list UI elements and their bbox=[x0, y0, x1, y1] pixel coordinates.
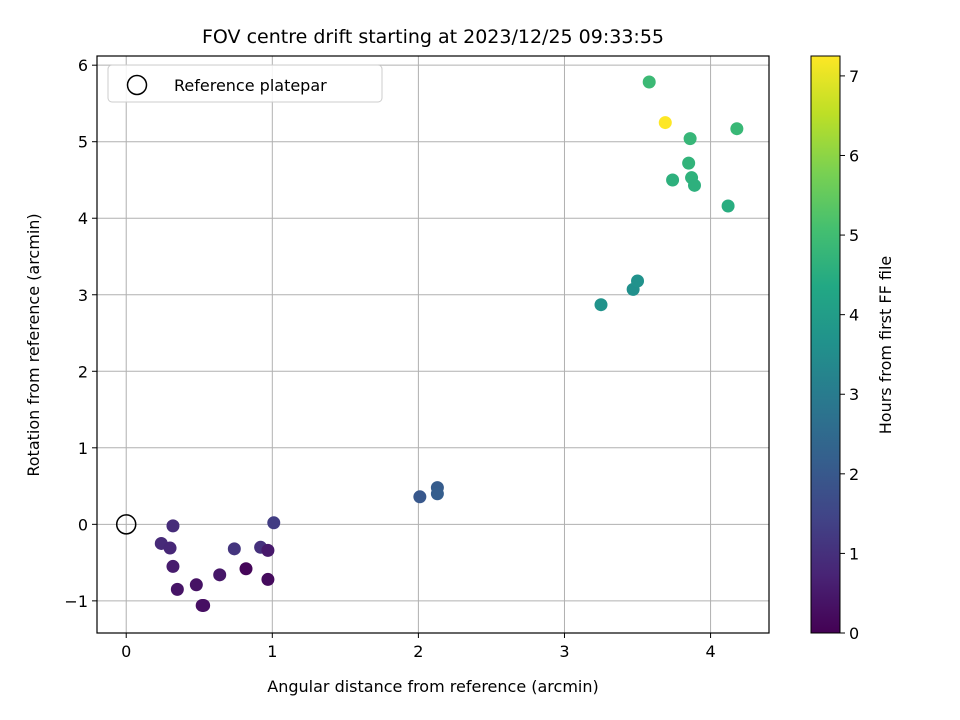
plot-area bbox=[96, 55, 770, 634]
x-tick-label: 1 bbox=[267, 642, 277, 661]
grid-lines bbox=[97, 56, 769, 633]
colorbar-label: Hours from first FF file bbox=[876, 256, 895, 435]
chart-title: FOV centre drift starting at 2023/12/25 … bbox=[202, 26, 664, 48]
y-tick-label: 3 bbox=[78, 286, 88, 305]
data-point bbox=[213, 568, 227, 582]
data-point bbox=[682, 156, 696, 170]
data-point bbox=[642, 75, 656, 89]
data-point bbox=[261, 543, 275, 557]
colorbar-tick-label: 7 bbox=[849, 67, 859, 86]
x-tick-label: 3 bbox=[559, 642, 569, 661]
legend: Reference platepar bbox=[107, 64, 383, 103]
data-point bbox=[197, 598, 211, 612]
data-point bbox=[658, 116, 672, 130]
reference-marker-group bbox=[115, 514, 137, 535]
colorbar-tick-label: 6 bbox=[849, 146, 859, 165]
data-point bbox=[666, 173, 680, 187]
data-point bbox=[166, 519, 180, 533]
y-tick-label: 0 bbox=[78, 515, 88, 534]
legend-reference-marker bbox=[126, 74, 148, 96]
plot-frame bbox=[96, 55, 770, 634]
legend-label-reference-platepar: Reference platepar bbox=[174, 76, 327, 95]
y-tick-label: 2 bbox=[78, 362, 88, 381]
scatter-points bbox=[154, 75, 744, 612]
x-tick-label: 4 bbox=[705, 642, 715, 661]
data-point bbox=[189, 578, 203, 592]
data-point bbox=[594, 298, 608, 312]
x-axis-label: Angular distance from reference (arcmin) bbox=[267, 677, 598, 696]
data-point bbox=[166, 559, 180, 573]
colorbar-tick-label: 0 bbox=[849, 624, 859, 643]
data-point bbox=[163, 541, 177, 555]
legend-box bbox=[107, 64, 383, 103]
data-point bbox=[683, 132, 697, 146]
y-tick-label: 1 bbox=[78, 439, 88, 458]
colorbar-tick-label: 3 bbox=[849, 385, 859, 404]
data-point bbox=[261, 572, 275, 586]
y-axis-ticks: −1 0 1 2 3 4 5 6 bbox=[64, 56, 97, 611]
colorbar-ticks: 0 1 2 3 4 5 6 7 bbox=[840, 67, 859, 643]
colorbar: 0 1 2 3 4 5 6 7 Hours from first FF file bbox=[810, 55, 895, 643]
x-axis-ticks: 0 1 2 3 4 bbox=[121, 633, 716, 661]
y-tick-label: 6 bbox=[78, 56, 88, 75]
data-point bbox=[413, 490, 427, 504]
x-tick-label: 2 bbox=[413, 642, 423, 661]
colorbar-gradient bbox=[811, 56, 840, 633]
y-tick-label: 5 bbox=[78, 133, 88, 152]
y-tick-label: −1 bbox=[64, 592, 88, 611]
colorbar-frame bbox=[810, 55, 841, 634]
plot-background bbox=[97, 56, 769, 633]
x-tick-label: 0 bbox=[121, 642, 131, 661]
reference-platepar-marker bbox=[115, 514, 137, 535]
y-axis-label: Rotation from reference (arcmin) bbox=[24, 213, 43, 476]
data-point bbox=[730, 122, 744, 136]
colorbar-tick-label: 5 bbox=[849, 226, 859, 245]
data-point bbox=[430, 487, 444, 501]
y-tick-label: 4 bbox=[78, 209, 88, 228]
colorbar-tick-label: 1 bbox=[849, 544, 859, 563]
data-point bbox=[267, 516, 281, 530]
data-point bbox=[239, 562, 253, 576]
data-point bbox=[721, 199, 735, 213]
data-point bbox=[170, 582, 184, 596]
colorbar-tick-label: 2 bbox=[849, 465, 859, 484]
colorbar-tick-label: 4 bbox=[849, 306, 859, 325]
data-point bbox=[227, 542, 241, 556]
data-point bbox=[687, 178, 701, 192]
data-point bbox=[631, 274, 645, 288]
